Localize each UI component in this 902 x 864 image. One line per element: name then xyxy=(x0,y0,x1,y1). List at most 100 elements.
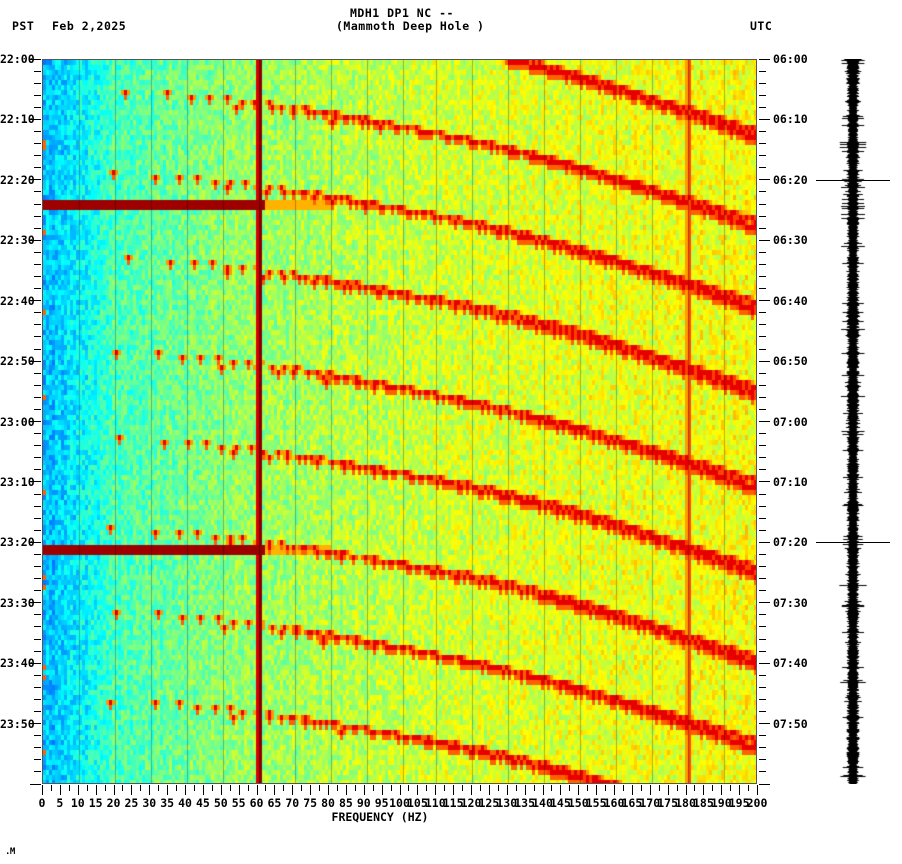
right-axis-tick xyxy=(759,360,770,362)
left-axis-tick xyxy=(34,408,41,410)
frequency-tick xyxy=(274,785,276,795)
frequency-tick xyxy=(265,785,267,791)
frequency-tick xyxy=(462,785,464,791)
left-axis-tick xyxy=(30,602,41,604)
right-axis-tick xyxy=(759,300,770,302)
left-axis-tick xyxy=(34,626,41,628)
frequency-tick xyxy=(408,785,410,791)
frequency-tick xyxy=(649,785,651,795)
left-axis-tick xyxy=(34,336,41,338)
right-axis-tick xyxy=(759,541,770,543)
right-axis-tick xyxy=(759,469,766,471)
left-axis-time-label: 22:40 xyxy=(0,293,35,308)
frequency-tick-label: 145 xyxy=(549,796,571,810)
frequency-tick xyxy=(533,785,535,791)
frequency-tick xyxy=(211,785,213,791)
right-axis-tick xyxy=(759,143,766,145)
frequency-tick-label: 40 xyxy=(178,796,192,810)
frequency-tick-label: 155 xyxy=(585,796,607,810)
left-axis-tick xyxy=(34,493,41,495)
left-axis-tick xyxy=(34,698,41,700)
right-axis-tick xyxy=(759,348,766,350)
frequency-tick xyxy=(390,785,392,791)
frequency-tick-label: 115 xyxy=(442,796,464,810)
right-axis-tick xyxy=(759,191,766,193)
left-axis-tick xyxy=(34,348,41,350)
frequency-tick xyxy=(524,785,526,795)
right-axis-tick xyxy=(759,650,766,652)
left-axis-time-label: 23:30 xyxy=(0,595,35,610)
frequency-tick-label: 100 xyxy=(389,796,410,810)
seismogram-trace-panel[interactable] xyxy=(816,59,890,784)
right-axis-time-label: 06:10 xyxy=(773,112,808,127)
right-axis-tick xyxy=(759,263,766,265)
left-axis-tick xyxy=(30,179,41,181)
frequency-tick xyxy=(488,785,490,795)
frequency-tick xyxy=(578,785,580,795)
frequency-tick xyxy=(256,785,258,795)
spectrogram-plot[interactable] xyxy=(42,59,757,784)
left-axis-tick xyxy=(34,686,41,688)
left-axis-tick xyxy=(30,723,41,725)
left-axis-time-label: 23:50 xyxy=(0,716,35,731)
right-axis-time-label: 07:50 xyxy=(773,716,808,731)
frequency-tick-label: 45 xyxy=(195,796,210,810)
frequency-tick xyxy=(631,785,633,795)
frequency-tick xyxy=(104,785,106,791)
right-axis-tick xyxy=(759,481,770,483)
left-axis-tick xyxy=(34,396,41,398)
frequency-tick-label: 0 xyxy=(38,796,46,810)
frequency-tick xyxy=(176,785,178,791)
frequency-tick xyxy=(345,785,347,795)
frequency-tick-label: 75 xyxy=(303,796,318,810)
frequency-tick xyxy=(506,785,508,795)
left-axis-time-label: 23:10 xyxy=(0,474,35,489)
right-axis-tick xyxy=(759,771,766,773)
left-axis-time-label: 22:30 xyxy=(0,233,35,248)
trace-time-tick xyxy=(816,180,890,181)
frequency-tick-label: 10 xyxy=(70,796,85,810)
right-axis-tick xyxy=(759,747,766,749)
left-axis-tick xyxy=(34,263,41,265)
left-axis-tick xyxy=(34,650,41,652)
station-title: MDH1 DP1 NC -- xyxy=(350,6,454,20)
left-axis-tick xyxy=(34,167,41,169)
right-axis-tick xyxy=(759,529,766,531)
frequency-tick xyxy=(497,785,499,791)
left-axis-tick xyxy=(34,674,41,676)
frequency-tick-label: 190 xyxy=(710,796,732,810)
date-label: Feb 2,2025 xyxy=(52,19,127,33)
frequency-tick xyxy=(95,785,97,795)
right-axis-tick xyxy=(759,493,766,495)
right-axis-time-label: 06:00 xyxy=(773,52,808,66)
frequency-tick-label: 170 xyxy=(639,796,661,810)
frequency-tick-label: 80 xyxy=(321,796,335,810)
frequency-tick-label: 95 xyxy=(374,796,389,810)
right-axis-time-label: 06:20 xyxy=(773,172,808,187)
frequency-tick-label: 130 xyxy=(496,796,518,810)
right-axis-tick xyxy=(759,179,770,181)
frequency-tick xyxy=(471,785,472,795)
left-axis-tick xyxy=(34,614,41,616)
seismogram-trace-canvas xyxy=(838,59,868,784)
right-axis-tick xyxy=(759,590,766,592)
frequency-tick-label: 65 xyxy=(267,796,282,810)
right-axis-tick xyxy=(759,433,766,435)
right-axis-tick xyxy=(759,517,766,519)
left-axis-tick xyxy=(34,578,41,580)
right-axis-tick xyxy=(759,566,766,567)
frequency-tick-label: 5 xyxy=(56,796,64,810)
left-axis-tick xyxy=(34,747,41,749)
right-axis-tick xyxy=(759,251,766,253)
left-axis-tick xyxy=(30,421,41,422)
left-axis-tick xyxy=(30,783,41,785)
frequency-tick xyxy=(372,785,374,791)
right-axis-time-label: 07:00 xyxy=(773,414,808,429)
left-axis-tick xyxy=(34,771,41,773)
frequency-tick xyxy=(381,785,383,795)
right-axis-tick xyxy=(759,626,766,628)
left-axis-time-label: 22:10 xyxy=(0,112,35,127)
right-axis-tick xyxy=(759,686,766,688)
timezone-label-left: PST xyxy=(12,19,35,33)
right-axis-tick xyxy=(759,384,766,386)
